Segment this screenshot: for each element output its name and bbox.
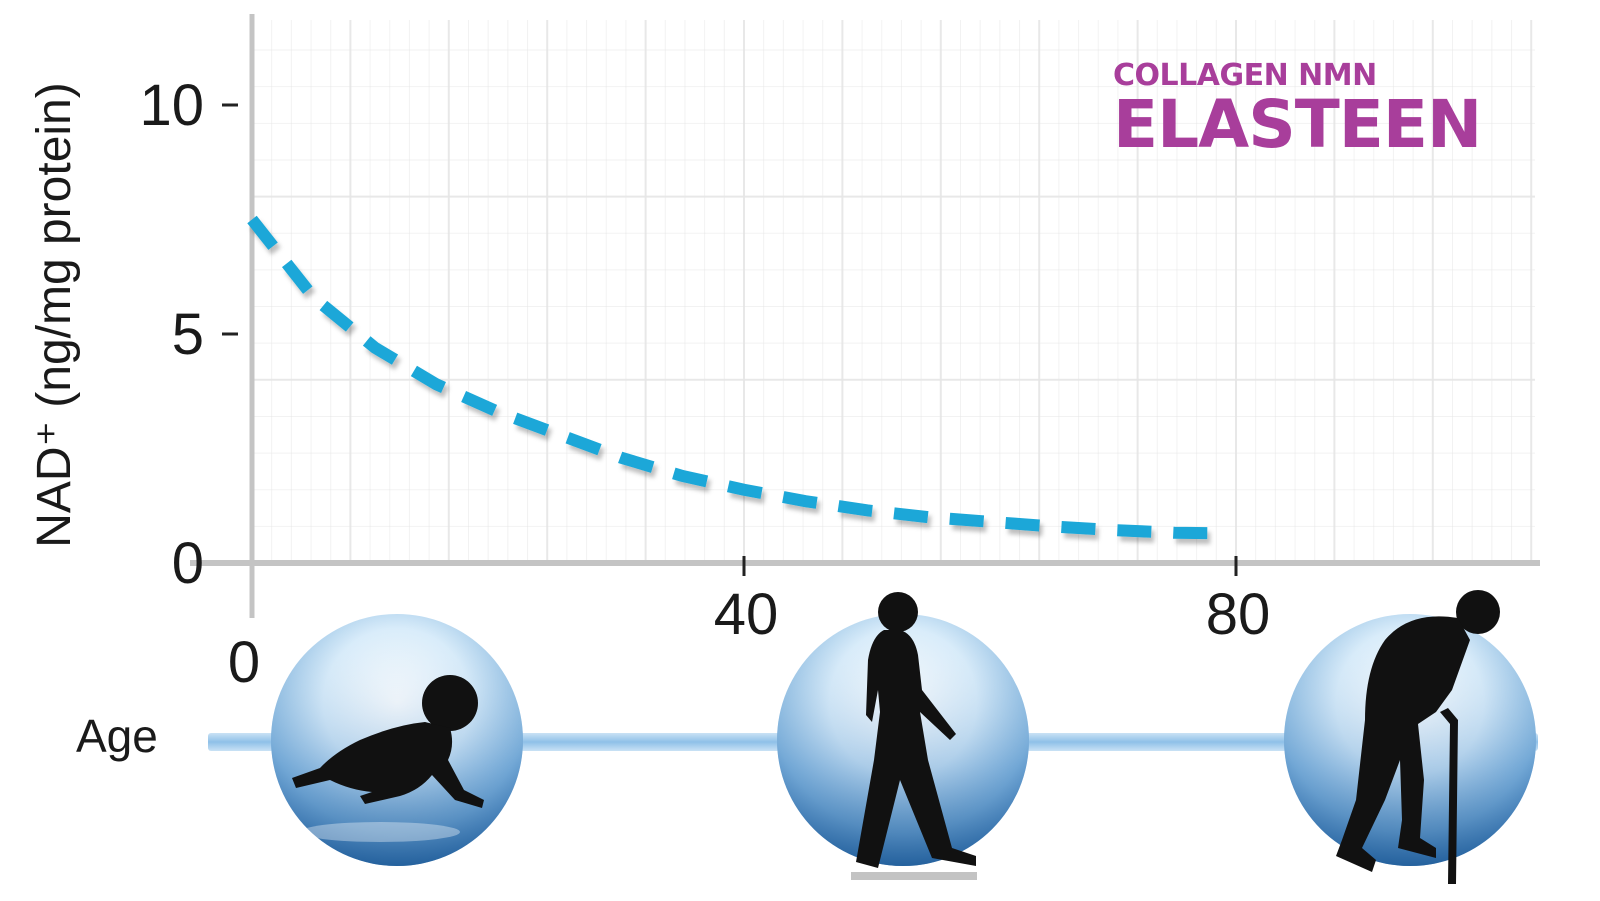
age-label: Age xyxy=(76,710,158,762)
y-tick-label: 0 xyxy=(172,531,204,596)
x-tick-label: 40 xyxy=(714,582,779,647)
y-axis-label: NAD⁺ (ng/mg protein) xyxy=(28,82,81,548)
y-tick-label: 10 xyxy=(139,73,204,138)
x-tick-label: 0 xyxy=(228,630,260,695)
nad-series-line xyxy=(247,215,1224,540)
walking-man-icon xyxy=(851,592,977,880)
y-axis-ticks: 0 5 10 xyxy=(139,73,238,596)
brand-subtitle: COLLAGEN NMN xyxy=(1113,58,1377,93)
elderly-man-with-cane-icon xyxy=(1336,590,1500,884)
y-tick-label: 5 xyxy=(172,302,204,367)
x-axis-ticks: 0 40 80 xyxy=(228,556,1270,695)
x-tick-label: 80 xyxy=(1206,582,1271,647)
brand-name: ELASTEEN xyxy=(1113,86,1482,163)
crawling-baby-icon xyxy=(292,675,484,842)
